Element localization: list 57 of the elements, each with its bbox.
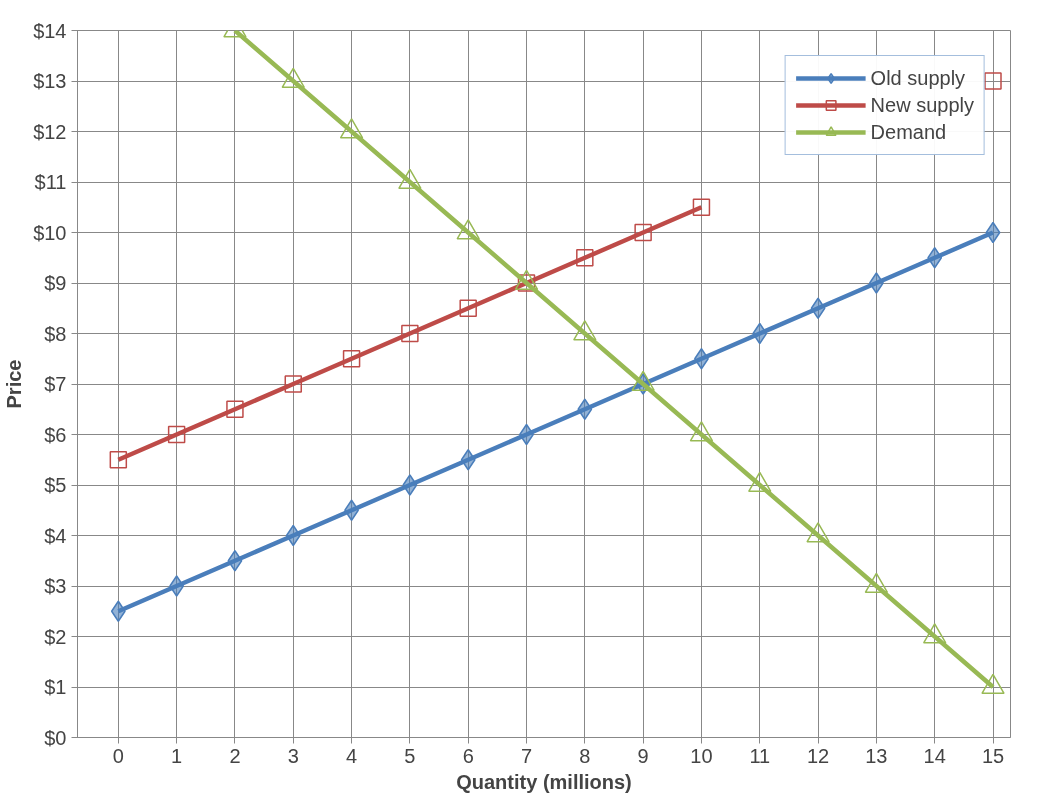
point <box>284 375 303 393</box>
point <box>109 451 128 469</box>
y-tick-label: $10 <box>33 221 67 244</box>
y-tick-label: $11 <box>34 171 67 193</box>
y-tick-label: $0 <box>44 726 67 749</box>
x-axis-title: Quantity (millions) <box>456 770 632 793</box>
point <box>227 550 243 572</box>
x-tick-label: 1 <box>171 744 183 767</box>
point <box>692 198 711 216</box>
y-tick-label: $5 <box>44 474 67 496</box>
y-tick-label: $6 <box>44 423 67 446</box>
x-tick-label: 15 <box>981 744 1005 767</box>
x-tick-label: 4 <box>346 744 358 767</box>
y-tick-label: $7 <box>44 373 67 395</box>
x-tick-label: 9 <box>637 744 649 767</box>
point <box>868 272 884 294</box>
y-tick-label: $4 <box>44 524 67 547</box>
point <box>167 425 186 444</box>
x-tick-label: 12 <box>806 744 830 767</box>
y-tick-label: $13 <box>33 70 67 92</box>
point <box>517 274 536 292</box>
y-tick-label: $9 <box>44 272 67 294</box>
point <box>110 600 126 622</box>
point <box>810 297 826 319</box>
legend-label: Old supply <box>870 66 966 90</box>
x-tick-label: 0 <box>112 744 124 767</box>
point <box>402 474 418 496</box>
point <box>169 575 185 597</box>
point <box>577 398 593 420</box>
x-tick-label: 14 <box>923 744 946 767</box>
y-tick-label: $3 <box>44 575 67 597</box>
x-tick-label: 5 <box>404 744 416 767</box>
point <box>927 247 943 269</box>
y-tick-label: $8 <box>44 322 67 345</box>
x-tick-label: 8 <box>579 744 591 767</box>
y-axis-title: Price <box>3 359 26 409</box>
y-tick-label: $14 <box>33 19 67 42</box>
x-tick-label: 6 <box>462 744 474 767</box>
legend-label: New supply <box>870 93 974 117</box>
x-tick-label: 13 <box>865 744 888 767</box>
point <box>576 249 594 267</box>
x-tick-label: 11 <box>749 744 771 767</box>
y-tick-label: $2 <box>44 625 67 648</box>
y-tick-label: $1 <box>44 676 67 698</box>
x-tick-label: 2 <box>229 744 241 767</box>
x-tick-label: 3 <box>287 744 299 767</box>
point <box>459 299 477 317</box>
legend-label: Demand <box>870 120 947 144</box>
point <box>342 350 361 368</box>
x-tick-label: 7 <box>520 744 533 767</box>
point <box>634 223 652 242</box>
point <box>226 400 244 418</box>
point <box>460 449 476 471</box>
point <box>401 324 419 343</box>
point <box>984 72 1002 90</box>
x-tick-label: 10 <box>690 744 713 767</box>
y-tick-label: $12 <box>33 120 67 143</box>
